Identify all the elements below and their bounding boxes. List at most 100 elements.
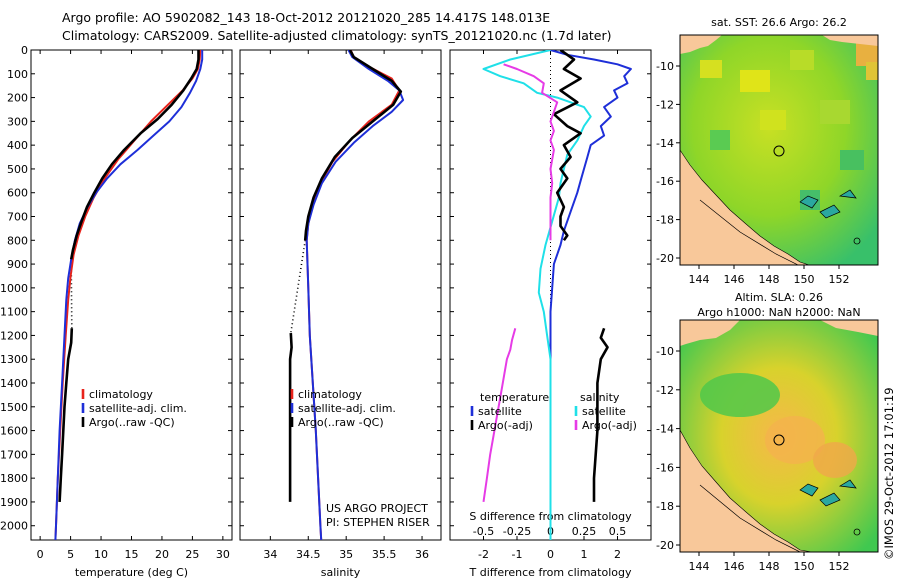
map-xtick-label: 146: [724, 560, 745, 573]
temperature-line-argo: [69, 50, 200, 260]
salinity-xtick-label: 36: [415, 548, 429, 561]
salinity-line-argo-deep: [288, 333, 293, 502]
depth-tick-label: 200: [7, 92, 28, 105]
difference-xtick-label: -1: [512, 548, 523, 561]
salinity-line-satellite-adj-clim-: [305, 50, 405, 540]
sla-argo-location: [773, 434, 785, 446]
temperature-series: [54, 50, 204, 540]
difference-xtick-label: -2: [478, 548, 489, 561]
sst-map-ticks: 144 146 148 150 152 -10 -12 -14 -16 -18 -20: [656, 60, 849, 286]
sla-land-north: [680, 320, 740, 346]
temperature-xtick-label: 25: [185, 548, 199, 561]
sla-reefs: [799, 479, 857, 507]
figure-title-line2: Climatology: CARS2009. Satellite-adjuste…: [62, 28, 612, 43]
map-xtick-label: 148: [759, 560, 780, 573]
sst-marker: [853, 237, 861, 245]
map-xtick-label: 144: [689, 560, 710, 573]
temp-legend-label: satellite: [478, 405, 522, 418]
sla-land-queensland: [680, 429, 813, 552]
salinity-xtick-label: 35: [339, 548, 353, 561]
difference-line-s-argo: [503, 63, 559, 241]
difference-xtick-label: 1: [581, 548, 588, 561]
difference-line-s-satellite: [482, 50, 592, 540]
sal-legend-label: Argo(-adj): [582, 419, 637, 432]
sst-map: sat. SST: 26.6 Argo: 26.2: [656, 16, 879, 286]
difference-xtick-label: 2: [614, 548, 621, 561]
temperature-legend-label: Argo(..raw -QC): [89, 416, 175, 429]
sst-land-north: [680, 35, 722, 54]
salinity-axes-frame: [239, 49, 442, 541]
map-xtick-label: 144: [689, 273, 710, 286]
map-xtick-label: 152: [829, 560, 850, 573]
temperature-xtick-label: 0: [37, 548, 44, 561]
sst-isobath: [699, 199, 799, 265]
depth-tick-label: 1600: [0, 425, 28, 438]
difference-line-t-argo: [552, 50, 582, 242]
figure-title-line1: Argo profile: AO 5902082_143 18-Oct-2012…: [62, 10, 550, 25]
map-xtick-label: 146: [724, 273, 745, 286]
depth-tick-label: 2000: [0, 520, 28, 533]
map-xtick-label: 150: [794, 273, 815, 286]
map-ytick-label: -16: [656, 175, 674, 188]
map-xtick-label: 152: [829, 273, 850, 286]
salinity-legend-label: satellite-adj. clim.: [298, 402, 396, 415]
sla-low-blob: [700, 373, 780, 417]
pi-annotation: US ARGO PROJECT: [326, 502, 428, 515]
map-ytick-label: -10: [656, 60, 674, 73]
sal-legend-label: satellite: [582, 405, 626, 418]
depth-tick-label: 500: [7, 163, 28, 176]
sst-patch-cells: [700, 40, 878, 210]
difference-line-s-argo-deep: [482, 328, 517, 503]
difference-line-t-argo-deep: [592, 327, 609, 502]
difference-xlabel: T difference from climatology: [469, 566, 632, 579]
depth-tick-label: 1300: [0, 353, 28, 366]
imos-timestamp: ©IMOS 29-Oct-2012 17:01:19: [882, 387, 896, 560]
map-ytick-label: -14: [656, 423, 674, 436]
sst-land-ne: [822, 35, 878, 46]
salinity-legend-label: climatology: [298, 388, 362, 401]
temp-legend-title: temperature: [480, 391, 549, 404]
depth-tick-label: 1400: [0, 377, 28, 390]
salinity-line-argo: [303, 50, 403, 241]
difference-top-tick-label: 0.25: [572, 525, 597, 538]
temperature-legend-label: climatology: [89, 388, 153, 401]
depth-tick-label: 100: [7, 68, 28, 81]
depth-tick-label: 1200: [0, 329, 28, 342]
salinity-xlabel: salinity: [321, 566, 361, 579]
sla-high-blob-2: [813, 442, 857, 478]
map-ytick-label: -20: [656, 539, 674, 552]
temperature-xtick-label: 15: [125, 548, 139, 561]
temperature-xtick-label: 20: [155, 548, 169, 561]
difference-xtick-label: 0: [547, 548, 554, 561]
difference-top-tick-label: -0.25: [503, 525, 531, 538]
depth-tick-label: 600: [7, 187, 28, 200]
temperature-xtick-label: 10: [94, 548, 108, 561]
temperature-xtick-label: 5: [67, 548, 74, 561]
salinity-xtick-label: 35.5: [372, 548, 397, 561]
salinity-panel: 34 34.5 35 35.5 36 salinity climatologysatelli…: [239, 49, 442, 579]
sst-land-queensland: [680, 149, 810, 265]
temperature-xlabel: temperature (deg C): [75, 566, 188, 579]
map-ytick-label: -18: [656, 500, 674, 513]
sst-map-title: sat. SST: 26.6 Argo: 26.2: [711, 16, 847, 29]
salinity-xtick-label: 34: [263, 548, 277, 561]
map-ytick-label: -14: [656, 137, 674, 150]
temperature-xtick-label: 30: [216, 548, 230, 561]
difference-series: [482, 50, 632, 540]
map-ytick-label: -10: [656, 345, 674, 358]
sst-argo-location: [773, 145, 785, 157]
map-ytick-label: -16: [656, 461, 674, 474]
depth-tick-label: 900: [7, 258, 28, 271]
difference-top-tick-label: -0.5: [473, 525, 494, 538]
map-ytick-label: -12: [656, 98, 674, 111]
temperature-line-argo-deep: [58, 328, 74, 502]
sla-map-title1: Altim. SLA: 0.26: [735, 291, 823, 304]
sst-map-frame: [679, 34, 879, 266]
depth-tick-label: 1800: [0, 472, 28, 485]
depth-tick-label: 300: [7, 115, 28, 128]
depth-tick-label: 700: [7, 211, 28, 224]
sla-map-title2: Argo h1000: NaN h2000: NaN: [697, 306, 860, 319]
